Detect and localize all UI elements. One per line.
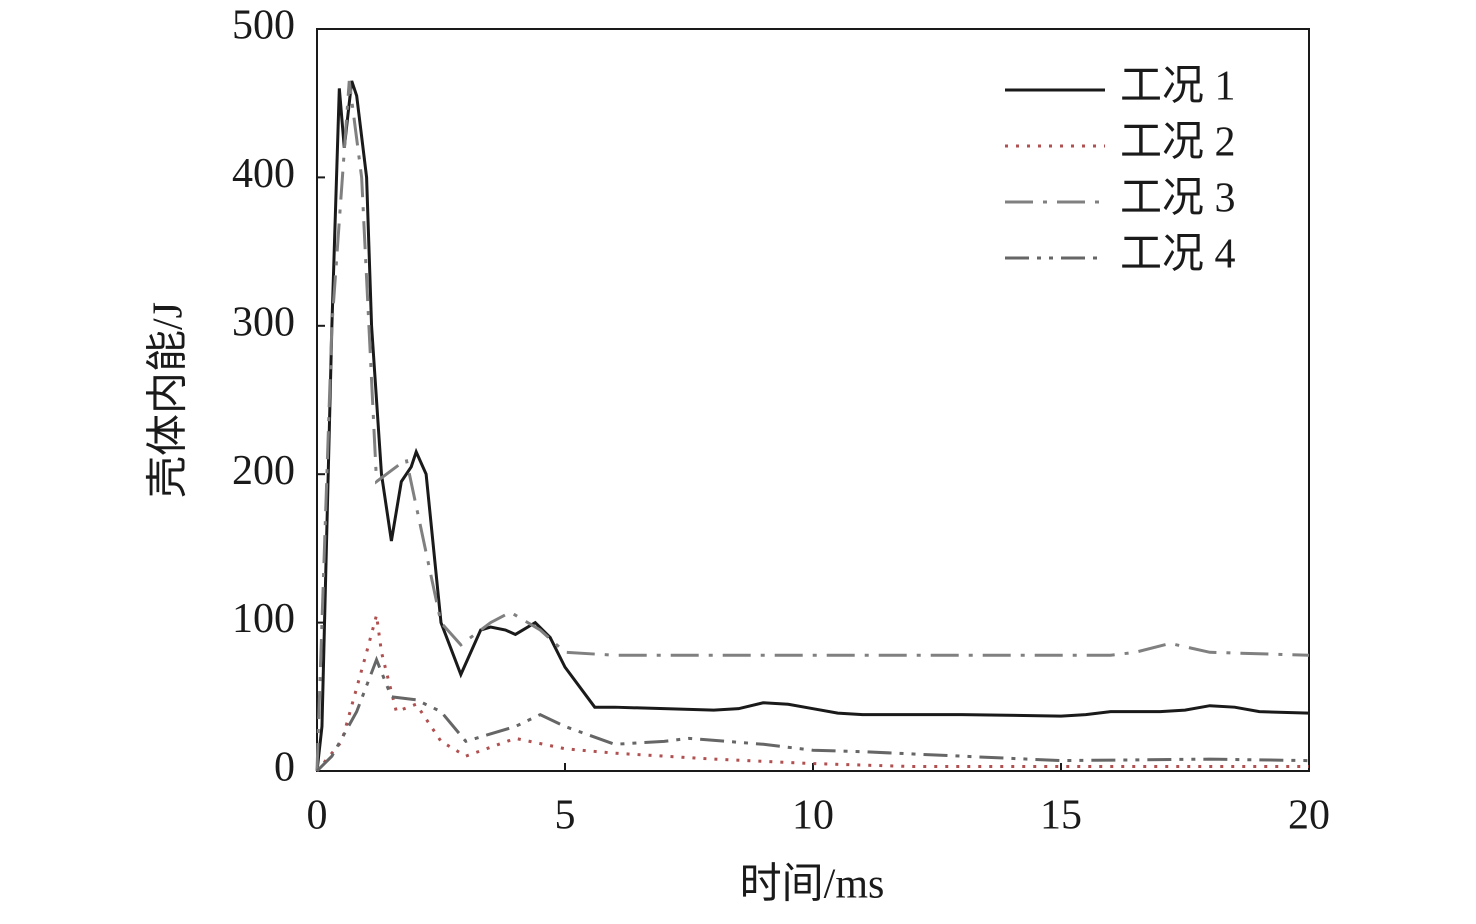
y-tick-label: 100 <box>232 596 295 642</box>
x-tick-label: 15 <box>1040 793 1082 839</box>
x-axis-label: 时间/ms <box>740 862 885 908</box>
x-tick-label: 5 <box>555 793 576 839</box>
y-tick-label: 300 <box>232 299 295 345</box>
x-tick-label: 20 <box>1288 793 1330 839</box>
legend-label: 工况 2 <box>1120 120 1236 166</box>
series-line <box>315 655 1310 773</box>
y-tick-label: 400 <box>232 151 295 197</box>
legend-label: 工况 1 <box>1120 64 1236 110</box>
y-axis-label: 壳体内能/J <box>146 302 192 498</box>
x-tick-label: 0 <box>307 793 328 839</box>
series-line <box>315 614 1309 772</box>
y-tick-label: 0 <box>274 745 295 791</box>
series-line <box>315 80 1310 772</box>
legend-label: 工况 4 <box>1120 232 1236 278</box>
x-tick-label: 10 <box>792 793 834 839</box>
series-line <box>315 80 1310 772</box>
y-tick-label: 200 <box>232 448 295 494</box>
legend-label: 工况 3 <box>1120 176 1236 222</box>
y-tick-label: 500 <box>232 3 295 49</box>
